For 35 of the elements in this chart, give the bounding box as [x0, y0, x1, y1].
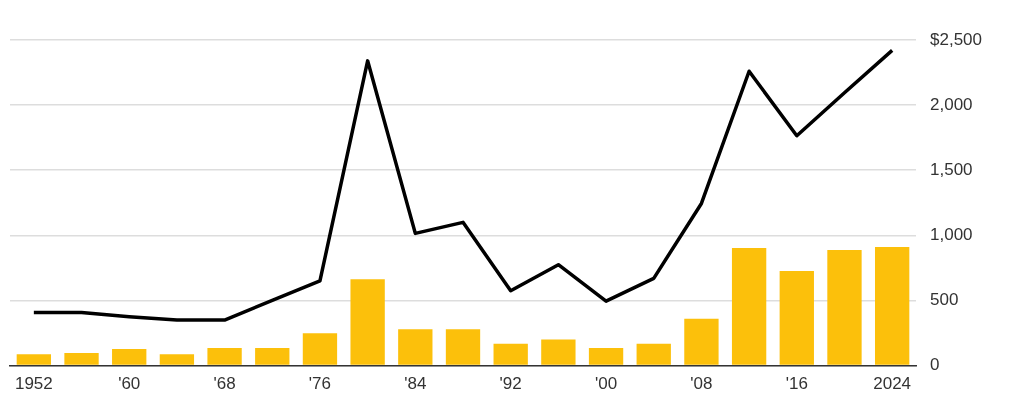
- x-tick-label: '92: [499, 374, 522, 394]
- y-tick-label: $2,500: [930, 29, 982, 49]
- y-tick-label: 2,000: [930, 94, 973, 114]
- bar: [302, 333, 338, 365]
- bar: [684, 318, 719, 365]
- x-tick-label: '84: [404, 374, 427, 394]
- y-tick-label: 500: [930, 290, 959, 310]
- x-tick-label: '16: [785, 374, 808, 394]
- bar: [16, 354, 52, 365]
- bar: [398, 329, 433, 365]
- bar: [493, 343, 528, 365]
- bar: [731, 247, 767, 365]
- x-tick-label: '68: [213, 374, 236, 394]
- bar: [779, 270, 814, 365]
- x-tick-label: '76: [308, 374, 332, 394]
- bar: [541, 339, 576, 365]
- x-tick-label: '00: [594, 374, 618, 394]
- bar: [636, 343, 671, 365]
- y-tick-label: 1,500: [930, 159, 973, 179]
- y-tick-label: 0: [930, 355, 940, 375]
- bar: [875, 246, 910, 365]
- x-tick-label: '08: [690, 374, 713, 394]
- y-tick-label: 1,000: [930, 225, 973, 245]
- x-tick-label: 2024: [873, 374, 912, 394]
- bar: [350, 279, 385, 365]
- bar: [159, 354, 195, 365]
- bar: [445, 329, 481, 365]
- x-tick-label: 1952: [14, 374, 53, 394]
- bar: [64, 353, 99, 365]
- bar: [255, 347, 290, 365]
- bar: [588, 347, 624, 365]
- bar: [827, 250, 862, 365]
- bar: [112, 348, 147, 365]
- bar: [207, 347, 242, 365]
- x-tick-label: '60: [118, 374, 141, 394]
